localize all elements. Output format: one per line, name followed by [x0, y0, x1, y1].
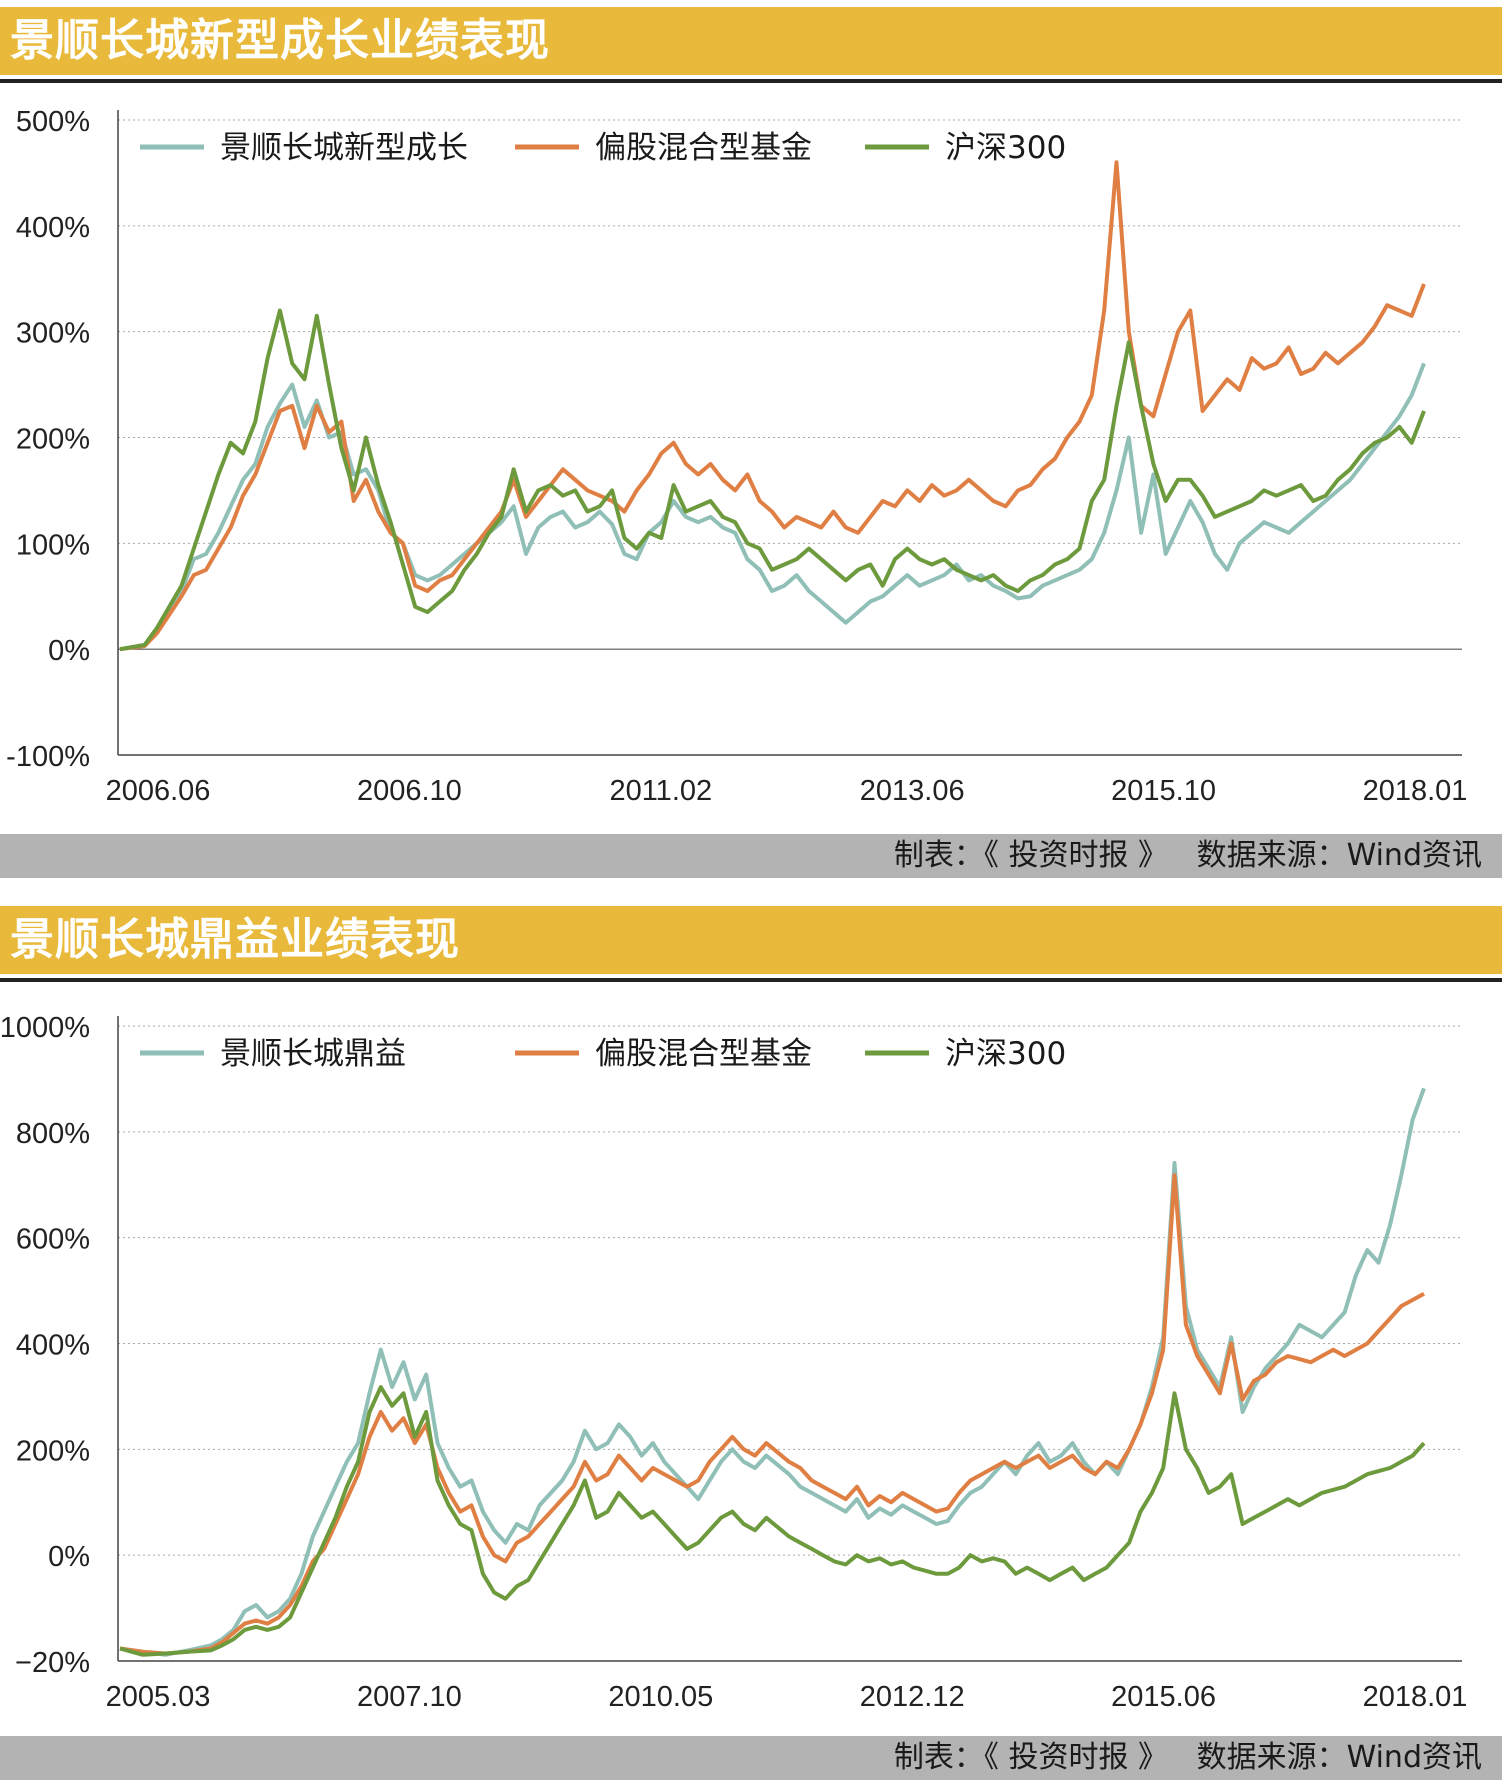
- series-line-2: [119, 160, 1426, 652]
- x-tick-label: 2018.01: [1363, 775, 1468, 807]
- legend-label: 沪深300: [945, 1036, 1066, 1072]
- footer-bar: 制表：《 投资时报 》 数据来源：Wind资讯: [0, 1736, 1502, 1780]
- title-rule: [0, 79, 1502, 83]
- y-tick-label: 300%: [16, 318, 90, 350]
- footer-bar: 制表：《 投资时报 》 数据来源：Wind资讯: [0, 834, 1502, 878]
- y-tick-label: 100%: [16, 529, 90, 561]
- legend-item: 景顺长城鼎益: [140, 1036, 406, 1072]
- chart-panel-2: 景顺长城鼎益业绩表现 1000% 800% 600% 400% 200% 0% −20% 20…: [0, 906, 1502, 1786]
- series-line-1: [119, 1087, 1426, 1657]
- footer-credit: 制表：《 投资时报 》 数据来源：Wind资讯: [894, 838, 1482, 874]
- y-tick-label: 500%: [16, 106, 90, 138]
- legend-item: 偏股混合型基金: [515, 130, 812, 166]
- chart-title-bar: 景顺长城新型成长业绩表现: [0, 7, 1502, 75]
- y-tick-label: -100%: [6, 741, 90, 773]
- title-rule: [0, 978, 1502, 982]
- series-line-2: [119, 1173, 1425, 1656]
- x-tick-label: 2012.12: [860, 1681, 965, 1713]
- footer-maker: 制表：《 投资时报 》: [893, 838, 1168, 873]
- legend-item: 沪深300: [865, 130, 1066, 166]
- y-tick-label: 200%: [16, 1435, 90, 1467]
- footer-source: 数据来源：Wind资讯: [1196, 838, 1482, 873]
- legend-label: 景顺长城鼎益: [220, 1036, 406, 1072]
- chart-panel-1: 景顺长城新型成长业绩表现 500% 400% 300% 200% 100% 0% -100%…: [0, 0, 1502, 880]
- chart-title: 景顺长城鼎益业绩表现: [10, 914, 460, 965]
- legend-item: 偏股混合型基金: [515, 1036, 812, 1072]
- chart-title: 景顺长城新型成长业绩表现: [10, 15, 550, 66]
- y-tick-label: 400%: [16, 1330, 90, 1362]
- x-tick-label: 2006.06: [106, 775, 211, 807]
- x-tick-label: 2018.01: [1363, 1681, 1468, 1713]
- footer-credit: 制表：《 投资时报 》 数据来源：Wind资讯: [894, 1740, 1482, 1776]
- x-tick-label: 2005.03: [106, 1681, 211, 1713]
- line-chart: 500% 400% 300% 200% 100% 0% -100% 2006.06 2006.1…: [6, 106, 1468, 807]
- y-tick-label: 0%: [48, 635, 90, 667]
- x-tick-label: 2007.10: [357, 1681, 462, 1713]
- legend-label: 偏股混合型基金: [595, 1036, 812, 1072]
- x-tick-label: 2011.02: [609, 775, 712, 807]
- x-tick-label: 2013.06: [860, 775, 965, 807]
- legend-label: 偏股混合型基金: [595, 130, 812, 166]
- y-tick-label: 800%: [16, 1118, 90, 1150]
- legend-item: 沪深300: [865, 1036, 1066, 1072]
- legend-label: 沪深300: [945, 130, 1066, 166]
- series-line-3: [119, 1385, 1426, 1657]
- y-tick-label: −20%: [15, 1647, 90, 1679]
- x-tick-label: 2015.10: [1111, 775, 1216, 807]
- line-chart: 1000% 800% 600% 400% 200% 0% −20% 2005.03 2007.1…: [0, 1012, 1468, 1713]
- legend-label: 景顺长城新型成长: [220, 130, 468, 166]
- y-tick-label: 1000%: [0, 1012, 90, 1044]
- chart-title-bar: 景顺长城鼎益业绩表现: [0, 906, 1502, 974]
- series-line-3: [119, 308, 1426, 652]
- y-tick-label: 0%: [48, 1541, 90, 1573]
- footer-maker: 制表：《 投资时报 》: [893, 1740, 1168, 1775]
- y-tick-label: 400%: [16, 212, 90, 244]
- x-tick-label: 2006.10: [357, 775, 462, 807]
- y-tick-label: 200%: [16, 424, 90, 456]
- footer-source: 数据来源：Wind资讯: [1196, 1740, 1482, 1775]
- x-tick-label: 2015.06: [1111, 1681, 1216, 1713]
- y-tick-label: 600%: [16, 1224, 90, 1256]
- x-tick-label: 2010.05: [608, 1681, 713, 1713]
- legend-item: 景顺长城新型成长: [140, 130, 468, 166]
